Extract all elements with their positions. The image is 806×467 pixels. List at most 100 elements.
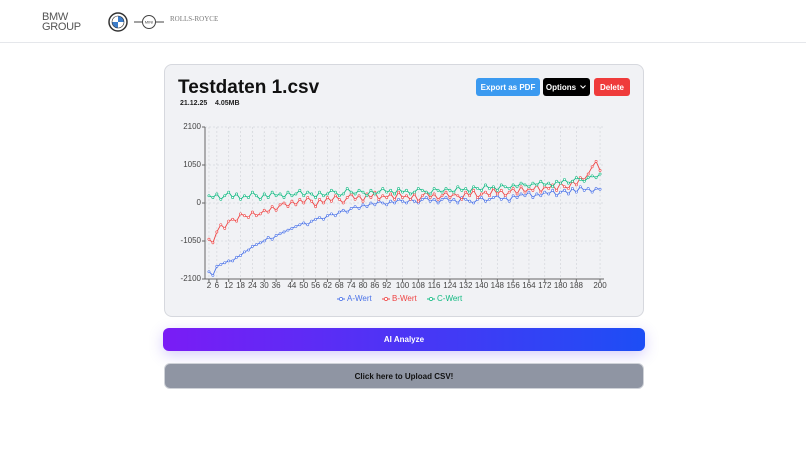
file-date: 21.12.25 <box>180 100 208 107</box>
export-button[interactable]: Export as PDF <box>476 78 540 96</box>
x-tick-label: 140 <box>475 281 489 290</box>
data-point <box>523 183 527 187</box>
data-point <box>586 176 590 180</box>
data-point <box>369 188 373 192</box>
data-point <box>219 223 223 227</box>
data-point <box>239 197 242 201</box>
data-point <box>369 196 373 199</box>
options-button[interactable]: Options <box>543 78 590 96</box>
data-point <box>310 192 314 196</box>
data-point <box>333 194 337 198</box>
data-point <box>333 190 337 194</box>
data-point <box>472 201 476 205</box>
data-point <box>231 259 235 263</box>
brand[interactable]: BMW GROUP <box>42 12 81 33</box>
data-point <box>405 201 408 205</box>
data-point <box>322 194 325 198</box>
data-point <box>341 208 345 212</box>
data-point <box>563 185 566 189</box>
data-point <box>369 201 373 205</box>
data-point <box>424 190 428 194</box>
data-point <box>381 187 385 190</box>
bmw-logo[interactable] <box>108 12 128 32</box>
data-point <box>397 190 400 194</box>
data-point <box>262 192 266 196</box>
upload-button[interactable]: Click here to Upload CSV! <box>164 363 644 389</box>
data-point <box>247 196 250 199</box>
data-point <box>555 188 558 192</box>
data-point <box>282 196 286 199</box>
data-point <box>468 199 472 203</box>
data-point <box>401 190 404 194</box>
data-point <box>278 203 282 207</box>
analyze-button[interactable]: AI Analyze <box>163 328 645 351</box>
data-point <box>527 190 531 194</box>
data-point <box>385 190 389 194</box>
data-point <box>464 187 468 190</box>
data-point <box>254 214 258 218</box>
data-point <box>578 178 582 181</box>
data-point <box>274 194 278 198</box>
data-point <box>373 203 377 207</box>
data-point <box>235 219 239 223</box>
data-point <box>223 261 227 265</box>
x-tick-label: 108 <box>412 281 426 290</box>
data-point <box>381 194 385 198</box>
data-point <box>539 194 543 198</box>
data-point <box>491 185 495 189</box>
data-point <box>345 196 349 199</box>
data-point <box>393 201 397 205</box>
data-point <box>440 197 444 201</box>
data-point <box>330 212 333 216</box>
legend-marker <box>339 297 343 301</box>
series-line <box>208 160 601 244</box>
data-point <box>231 217 235 221</box>
data-point <box>389 199 393 203</box>
data-point <box>405 188 408 192</box>
delete-button[interactable]: Delete <box>594 78 630 96</box>
data-point <box>468 190 472 194</box>
data-point <box>480 188 483 192</box>
data-point <box>432 197 436 201</box>
data-point <box>574 190 578 194</box>
data-point <box>373 192 377 196</box>
data-point <box>243 214 246 218</box>
file-size: 4.05MB <box>215 100 240 107</box>
mini-logo[interactable]: MINI <box>134 14 164 30</box>
data-point <box>547 187 551 190</box>
data-point <box>258 212 262 216</box>
data-point <box>586 187 590 190</box>
data-point <box>215 192 219 196</box>
data-point <box>567 192 570 196</box>
data-point <box>393 197 397 201</box>
data-point <box>547 181 551 185</box>
data-point <box>444 190 448 194</box>
data-point <box>448 199 452 203</box>
x-tick-label: 164 <box>522 281 536 290</box>
data-point <box>349 207 353 210</box>
legend-marker <box>429 297 433 301</box>
data-point <box>294 203 298 207</box>
data-point <box>555 179 558 183</box>
data-point <box>266 235 270 239</box>
data-point <box>428 199 432 203</box>
data-point <box>491 196 495 199</box>
data-point <box>547 192 551 196</box>
data-point <box>278 192 282 196</box>
data-point <box>428 192 432 196</box>
data-point <box>223 226 227 230</box>
data-point <box>452 190 456 194</box>
data-point <box>353 197 357 201</box>
data-point <box>298 223 302 227</box>
series-line <box>208 186 601 277</box>
data-point <box>484 199 487 203</box>
data-point <box>337 194 341 198</box>
data-point <box>464 190 468 194</box>
data-point <box>326 192 329 196</box>
data-point <box>211 273 215 277</box>
data-point <box>310 219 314 223</box>
data-point <box>598 187 602 191</box>
data-point <box>211 241 215 245</box>
y-tick-label: 0 <box>197 198 202 207</box>
rolls-royce-logo[interactable]: ROLLS-ROYCE <box>170 15 219 23</box>
